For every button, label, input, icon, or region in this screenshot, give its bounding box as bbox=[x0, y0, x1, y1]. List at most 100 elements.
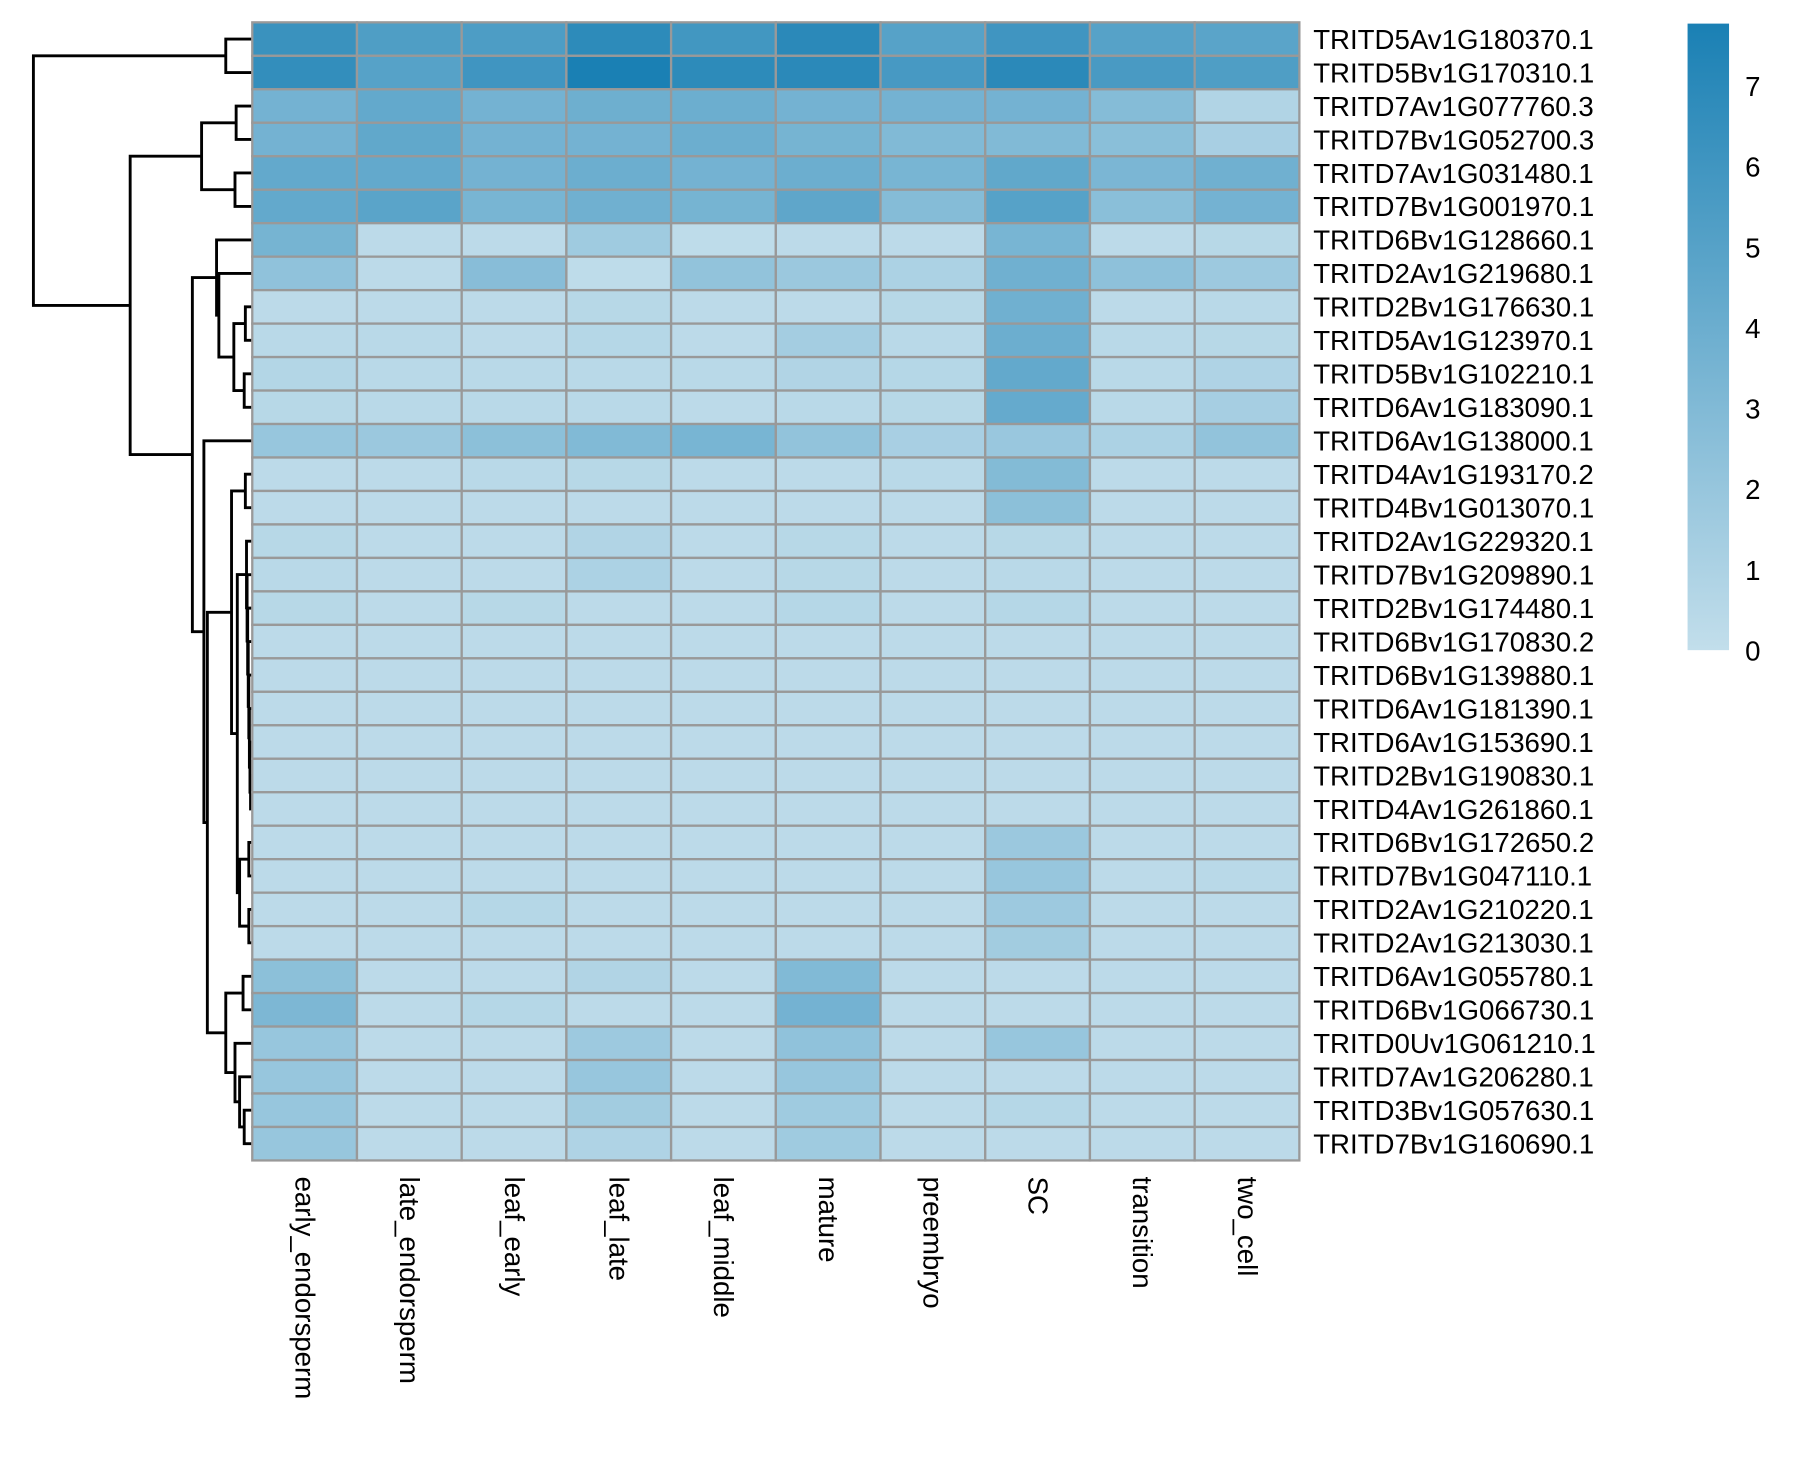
heatmap-cell bbox=[879, 1092, 987, 1129]
heatmap-cell bbox=[565, 757, 673, 794]
heatmap-cell bbox=[565, 1092, 673, 1129]
heatmap-cell bbox=[879, 590, 987, 627]
heatmap-cell bbox=[984, 1125, 1092, 1162]
heatmap-cell bbox=[879, 958, 987, 995]
heatmap-cell bbox=[984, 1092, 1092, 1129]
heatmap-cell bbox=[774, 958, 882, 995]
heatmap-cell bbox=[879, 891, 987, 928]
heatmap-cell bbox=[984, 54, 1092, 91]
heatmap-cell bbox=[669, 891, 777, 928]
heatmap-cell bbox=[879, 523, 987, 560]
heatmap-cell bbox=[984, 757, 1092, 794]
heatmap-cell bbox=[460, 623, 568, 660]
heatmap-cell bbox=[879, 389, 987, 426]
heatmap-cell bbox=[1193, 690, 1301, 727]
heatmap-cell bbox=[1088, 791, 1196, 827]
heatmap-cell bbox=[1088, 991, 1196, 1028]
heatmap-cell bbox=[565, 556, 673, 593]
heatmap-cell bbox=[1193, 824, 1301, 861]
heatmap-cell bbox=[565, 355, 673, 392]
heatmap-cell bbox=[984, 556, 1092, 593]
heatmap-cell bbox=[565, 322, 673, 359]
heatmap-cell bbox=[669, 422, 777, 459]
heatmap-cell bbox=[251, 590, 359, 627]
heatmap-cell bbox=[355, 690, 463, 727]
heatmap-cell bbox=[669, 456, 777, 493]
heatmap-cell bbox=[565, 1125, 673, 1162]
row-label: TRITD6Av1G153690.1 bbox=[1313, 727, 1594, 758]
heatmap-cell bbox=[565, 623, 673, 660]
heatmap-cell bbox=[879, 1025, 987, 1062]
heatmap-cell bbox=[879, 54, 987, 91]
row-label: TRITD7Bv1G047110.1 bbox=[1313, 861, 1592, 892]
heatmap-cell bbox=[1088, 623, 1196, 660]
heatmap-cell bbox=[774, 1092, 882, 1129]
heatmap-cell bbox=[355, 88, 463, 124]
row-label: TRITD7Av1G206280.1 bbox=[1313, 1062, 1594, 1093]
heatmap-cell bbox=[1088, 657, 1196, 693]
heatmap-cell bbox=[460, 389, 568, 426]
heatmap-cell bbox=[669, 54, 777, 91]
heatmap-cell bbox=[355, 958, 463, 995]
heatmap-cell bbox=[355, 422, 463, 459]
heatmap-cell bbox=[984, 422, 1092, 459]
heatmap-cell bbox=[984, 891, 1092, 928]
heatmap-cell bbox=[1193, 489, 1301, 526]
heatmap-cell bbox=[984, 389, 1092, 426]
heatmap-cell bbox=[355, 389, 463, 426]
heatmap-cell bbox=[460, 188, 568, 225]
heatmap-cell bbox=[355, 121, 463, 158]
heatmap-cell bbox=[774, 456, 882, 493]
legend-tick-label: 3 bbox=[1745, 394, 1760, 425]
heatmap-cell bbox=[1193, 958, 1301, 995]
heatmap-cell bbox=[1193, 222, 1301, 258]
heatmap-cell bbox=[251, 623, 359, 660]
heatmap-cell bbox=[251, 657, 359, 693]
dendrogram-branch bbox=[235, 573, 247, 895]
heatmap-cell bbox=[1088, 690, 1196, 727]
heatmap-cell bbox=[879, 222, 987, 258]
heatmap-cell bbox=[355, 623, 463, 660]
heatmap-cell bbox=[565, 1058, 673, 1095]
heatmap-cell bbox=[1088, 322, 1196, 359]
heatmap-cell bbox=[251, 1025, 359, 1062]
heatmap-cell bbox=[1193, 1092, 1301, 1129]
row-label: TRITD2Av1G219680.1 bbox=[1313, 258, 1594, 289]
heatmap-cell bbox=[355, 590, 463, 627]
heatmap-cell bbox=[1088, 188, 1196, 225]
column-label: leaf_early bbox=[499, 1177, 530, 1297]
heatmap-cell bbox=[355, 288, 463, 325]
heatmap-cell bbox=[774, 690, 882, 727]
heatmap-cell bbox=[669, 991, 777, 1028]
row-label: TRITD4Av1G261860.1 bbox=[1313, 794, 1594, 825]
heatmap-cell bbox=[460, 724, 568, 760]
heatmap-cell bbox=[1088, 924, 1196, 961]
heatmap-cell bbox=[774, 791, 882, 827]
heatmap-cell bbox=[984, 991, 1092, 1028]
heatmap-cell bbox=[355, 1092, 463, 1129]
heatmap-cell bbox=[984, 824, 1092, 861]
heatmap-cell bbox=[774, 757, 882, 794]
heatmap-cell bbox=[1193, 322, 1301, 359]
heatmap-cell bbox=[1193, 255, 1301, 292]
heatmap-cell bbox=[774, 858, 882, 894]
heatmap-cell bbox=[355, 456, 463, 493]
heatmap-cell bbox=[251, 991, 359, 1028]
heatmap-cell bbox=[355, 657, 463, 693]
legend-tick-label: 5 bbox=[1745, 232, 1760, 263]
dendrogram-branch bbox=[242, 372, 253, 409]
heatmap-cell bbox=[355, 924, 463, 961]
heatmap-cell bbox=[251, 389, 359, 426]
heatmap-cell bbox=[669, 858, 777, 894]
heatmap-cell bbox=[565, 155, 673, 191]
heatmap-cell bbox=[355, 1058, 463, 1095]
heatmap-cell bbox=[355, 824, 463, 861]
heatmap-cell bbox=[565, 456, 673, 493]
heatmap-cell bbox=[460, 222, 568, 258]
dendrogram-branch bbox=[233, 1041, 253, 1104]
row-label: TRITD6Av1G138000.1 bbox=[1313, 426, 1594, 457]
row-label: TRITD5Bv1G102210.1 bbox=[1313, 359, 1594, 390]
heatmap-cell bbox=[879, 489, 987, 526]
row-label: TRITD5Av1G123970.1 bbox=[1313, 325, 1594, 356]
heatmap-cell bbox=[1088, 590, 1196, 627]
